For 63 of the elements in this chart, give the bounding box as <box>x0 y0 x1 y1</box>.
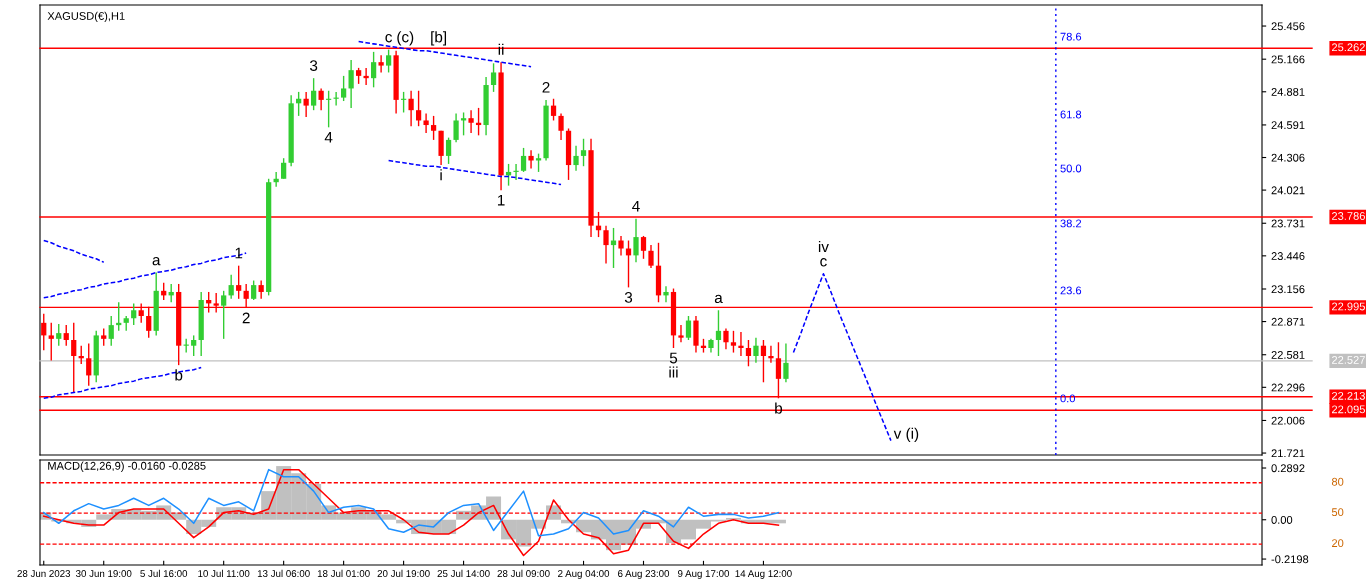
x-tick-label: 6 Aug 23:00 <box>618 570 670 579</box>
annotation: 2 <box>542 81 550 93</box>
y-tick-label: 24.591 <box>1271 121 1305 130</box>
ref-line-label: 22.095 <box>1332 405 1365 414</box>
annotation: [b] <box>431 31 447 46</box>
y-tick-label: 24.881 <box>1271 88 1305 96</box>
annotation: 4 <box>632 200 640 212</box>
y-tick-label: -0.2198 <box>1271 555 1309 564</box>
text: XAGUSD(€),H1 <box>47 11 125 23</box>
y-tick-label: 24.306 <box>1271 153 1305 162</box>
annotation: c <box>385 34 393 43</box>
annotation: 50.0 <box>1060 164 1082 173</box>
annotation: a <box>152 256 161 266</box>
y-tick-label: 23.156 <box>1271 285 1305 294</box>
annotation: 3 <box>309 60 318 71</box>
ref-line-label: 22.213 <box>1332 391 1365 400</box>
text: 20 <box>1332 539 1344 548</box>
ref-line-label: 22.527 <box>1332 356 1365 364</box>
annotation: (c) <box>397 31 414 46</box>
y-tick-label: 23.446 <box>1271 252 1305 260</box>
y-tick-label: 22.006 <box>1271 416 1305 425</box>
x-tick-label: 14 Aug 12:00 <box>735 570 792 579</box>
y-tick-label: 21.721 <box>1271 449 1305 458</box>
x-tick-label: 9 Aug 17:00 <box>677 570 730 579</box>
annotation: iv c <box>818 241 829 267</box>
y-tick-label: 24.021 <box>1271 186 1305 195</box>
annotation: b <box>175 369 183 381</box>
annotation: 38.2 <box>1060 219 1082 228</box>
y-tick-label: 0.2892 <box>1271 464 1305 473</box>
x-tick-label: 20 Jul 19:00 <box>377 569 430 577</box>
y-tick-label: 22.296 <box>1271 383 1305 392</box>
annotation: 1 <box>497 194 505 206</box>
annotation: v (i) <box>893 427 919 442</box>
x-tick-label: 30 Jun 19:00 <box>75 570 132 577</box>
x-tick-label: 28 Jun 2023 <box>17 570 71 577</box>
annotation: 2 <box>242 312 250 324</box>
chart-title: MACD(12,26,9) -0.0160 -0.0285 <box>48 461 206 472</box>
text: 80 <box>1331 477 1344 486</box>
y-tick-label: 25.456 <box>1271 22 1305 31</box>
x-tick-label: 2 Aug 04:00 <box>558 570 610 579</box>
y-tick-label: 22.871 <box>1271 317 1305 326</box>
annotation: 78.6 <box>1060 32 1082 41</box>
x-tick-label: 5 Jul 16:00 <box>140 569 188 577</box>
ref-line-label: 22.995 <box>1332 302 1365 311</box>
y-tick-label: 22.581 <box>1271 351 1305 359</box>
x-tick-label: 13 Jul 06:00 <box>257 569 310 577</box>
text: 50 <box>1331 508 1344 517</box>
ref-line-label: 25.262 <box>1332 43 1365 52</box>
x-tick-label: 18 Jul 01:00 <box>317 569 370 577</box>
annotation: i <box>440 169 442 181</box>
y-tick-label: 0.00 <box>1271 516 1293 524</box>
x-tick-label: 25 Jul 14:00 <box>437 569 490 577</box>
x-tick-label: 10 Jul 11:00 <box>198 569 250 577</box>
annotation: 23.6 <box>1060 286 1082 295</box>
annotation: 5 iii <box>669 352 678 378</box>
annotation: a <box>714 294 723 304</box>
x-tick-label: 28 Jul 09:00 <box>497 569 550 577</box>
annotation: 3 <box>624 291 633 303</box>
ref-line-label: 23.786 <box>1332 212 1365 220</box>
y-tick-label: 25.166 <box>1271 55 1305 64</box>
y-tick-label: 23.731 <box>1271 219 1305 228</box>
annotation: 61.8 <box>1060 110 1082 119</box>
annotation: 4 <box>324 132 333 143</box>
